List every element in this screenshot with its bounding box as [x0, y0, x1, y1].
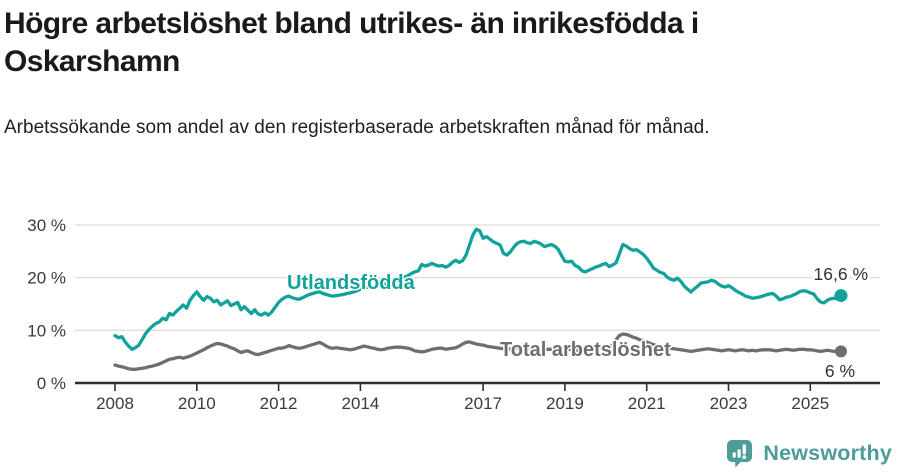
x-tick-label: 2021: [628, 394, 666, 413]
chart-subtitle: Arbetssökande som andel av den registerb…: [4, 117, 710, 138]
x-tick-label: 2019: [546, 394, 584, 413]
x-tick-label: 2008: [96, 394, 134, 413]
series-label-utlandsfodda: Utlandsfödda: [287, 272, 416, 294]
x-tick-label: 2017: [464, 394, 502, 413]
data-series-layer: [113, 227, 848, 371]
series-label-total-arbetsloshet: Total arbetslöshet: [500, 339, 671, 361]
brand-name: Newsworthy: [763, 440, 892, 465]
series-line-total: [113, 332, 843, 371]
end-value-label-total: 6 %: [825, 361, 855, 381]
series-line-utlandsfodda: [113, 227, 843, 351]
x-tick-label: 2012: [260, 394, 298, 413]
gridlines-layer: 0 % 10 % 20 % 30 %: [27, 216, 880, 393]
x-axis-layer: 2008 2010 2012 2014 2017 2019 2021 2023 2025: [96, 384, 829, 413]
y-tick-label: 30 %: [27, 216, 66, 235]
newsworthy-brand-link[interactable]: Newsworthy: [725, 438, 892, 468]
x-tick-label: 2025: [791, 394, 829, 413]
y-tick-label: 20 %: [27, 269, 66, 288]
x-tick-label: 2010: [178, 394, 216, 413]
x-tick-label: 2014: [341, 394, 379, 413]
series-end-dot-total: [834, 345, 847, 358]
newsworthy-logo-icon: [727, 440, 753, 468]
y-tick-label: 10 %: [27, 321, 66, 340]
end-value-label-utlandsfodda: 16,6 %: [814, 264, 868, 284]
y-tick-label: 0 %: [37, 374, 66, 393]
page-title: Högre arbetslöshet bland utrikes- än inr…: [4, 7, 699, 78]
x-tick-label: 2023: [710, 394, 748, 413]
series-end-dot-utlandsfodda: [834, 289, 848, 303]
